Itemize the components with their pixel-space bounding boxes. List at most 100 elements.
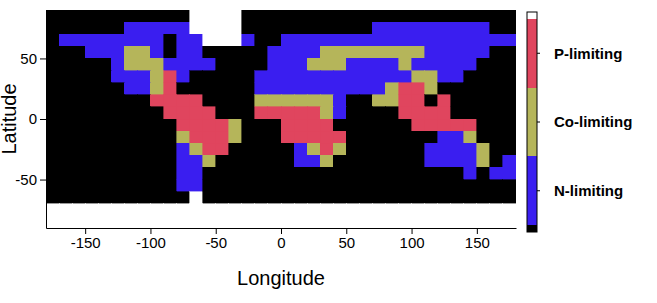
cell	[307, 107, 320, 119]
cell	[177, 131, 190, 143]
cell	[190, 180, 203, 192]
cell	[190, 22, 203, 34]
cell	[98, 58, 111, 70]
plot-background	[46, 10, 516, 228]
cell	[59, 10, 72, 22]
cell	[268, 22, 281, 34]
cell	[229, 71, 242, 83]
cell	[229, 204, 242, 216]
cell	[85, 155, 98, 167]
cell	[320, 204, 333, 216]
cell	[503, 167, 516, 179]
cell	[111, 131, 124, 143]
cell	[190, 10, 203, 22]
cell	[281, 180, 294, 192]
cell	[464, 107, 477, 119]
cell	[98, 10, 111, 22]
cell	[464, 58, 477, 70]
cell	[307, 192, 320, 204]
cell	[372, 216, 385, 228]
cell	[412, 216, 425, 228]
cell	[399, 180, 412, 192]
cell	[294, 107, 307, 119]
cell	[294, 34, 307, 46]
cell	[203, 192, 216, 204]
cell	[203, 119, 216, 131]
cell	[320, 83, 333, 95]
cell	[85, 58, 98, 70]
cell	[320, 180, 333, 192]
cell	[216, 119, 229, 131]
cell	[399, 34, 412, 46]
cell	[46, 155, 59, 167]
cell	[85, 143, 98, 155]
cell	[242, 107, 255, 119]
cell	[98, 34, 111, 46]
cell	[359, 204, 372, 216]
cell	[242, 167, 255, 179]
cell	[177, 180, 190, 192]
cell	[124, 180, 137, 192]
cell	[372, 34, 385, 46]
cell	[137, 10, 150, 22]
cell	[203, 83, 216, 95]
cell	[281, 119, 294, 131]
cell	[59, 216, 72, 228]
cell	[216, 167, 229, 179]
cell	[477, 46, 490, 58]
cell	[307, 46, 320, 58]
cell	[490, 71, 503, 83]
cell	[255, 22, 268, 34]
cell	[72, 131, 85, 143]
cell	[255, 143, 268, 155]
cell	[255, 180, 268, 192]
cell	[503, 155, 516, 167]
cell	[464, 131, 477, 143]
cell	[164, 167, 177, 179]
cell	[320, 22, 333, 34]
cell	[177, 107, 190, 119]
cell	[229, 155, 242, 167]
cell	[242, 10, 255, 22]
cell	[268, 180, 281, 192]
cell	[333, 180, 346, 192]
cell	[346, 216, 359, 228]
cell	[451, 46, 464, 58]
cell	[464, 71, 477, 83]
cell	[85, 204, 98, 216]
cell	[477, 34, 490, 46]
cell	[111, 143, 124, 155]
cell	[451, 143, 464, 155]
cell	[451, 22, 464, 34]
cell	[281, 22, 294, 34]
cell	[72, 46, 85, 58]
cell	[412, 180, 425, 192]
cell	[438, 192, 451, 204]
cell	[333, 143, 346, 155]
cell	[124, 155, 137, 167]
cell	[164, 10, 177, 22]
cell	[307, 155, 320, 167]
cell	[59, 107, 72, 119]
cell	[190, 107, 203, 119]
cell	[294, 119, 307, 131]
cell	[203, 107, 216, 119]
cell	[72, 180, 85, 192]
y-axis-title: Latitude	[0, 83, 20, 154]
cell	[438, 83, 451, 95]
cell	[216, 107, 229, 119]
cell	[164, 95, 177, 107]
cell	[490, 204, 503, 216]
cell	[385, 180, 398, 192]
cell	[412, 143, 425, 155]
cell	[216, 34, 229, 46]
cell	[98, 155, 111, 167]
cell	[150, 180, 163, 192]
cell	[111, 58, 124, 70]
cell	[320, 192, 333, 204]
colorbar-label: P-limiting	[554, 45, 622, 62]
cell	[477, 58, 490, 70]
cell	[359, 58, 372, 70]
cell	[477, 71, 490, 83]
cell	[137, 107, 150, 119]
